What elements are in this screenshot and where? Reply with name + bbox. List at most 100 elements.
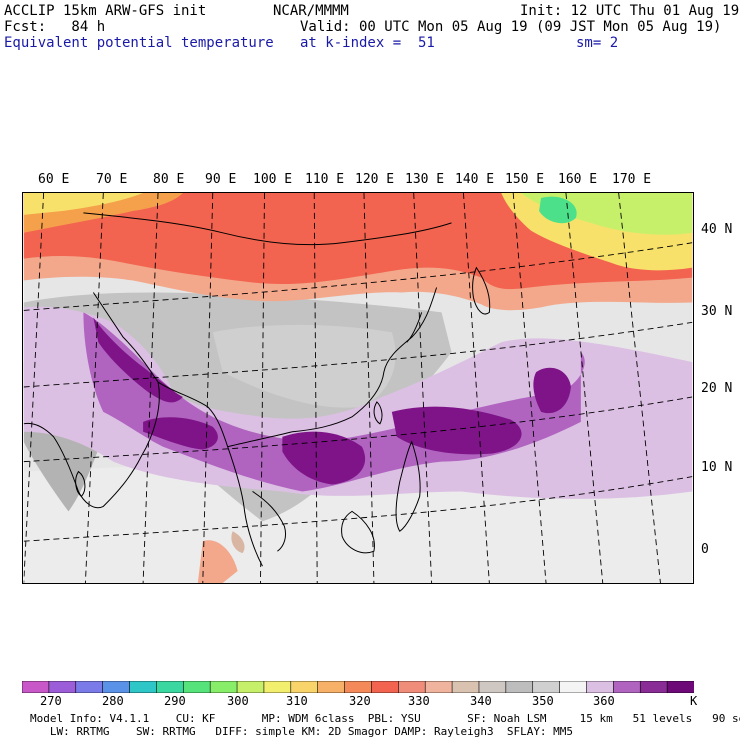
yellow-patch bbox=[23, 193, 144, 215]
lon-line bbox=[565, 193, 604, 583]
colorbar-segment bbox=[559, 681, 588, 693]
colorbar-segment bbox=[156, 681, 185, 693]
vietnam-coast bbox=[252, 491, 287, 552]
colorbar-segment bbox=[532, 681, 561, 693]
level-index: at k-index = 51 bbox=[300, 35, 435, 51]
lat-label: 0 bbox=[701, 542, 709, 557]
model-title: ACCLIP 15km ARW-GFS init bbox=[4, 3, 207, 19]
model-info-line2: LW: RRTMG SW: RRTMG DIFF: simple KM: 2D … bbox=[30, 725, 574, 738]
init-time: Init: 12 UTC Thu 01 Aug 19 bbox=[520, 3, 740, 19]
lon-line bbox=[23, 193, 45, 583]
lon-label: 100 E bbox=[253, 172, 293, 187]
lon-line bbox=[413, 193, 433, 583]
colorbar-segment bbox=[22, 681, 50, 693]
lon-line bbox=[363, 193, 375, 583]
lon-label: 80 E bbox=[153, 172, 185, 187]
forecast-hour: Fcst: 84 h bbox=[4, 19, 106, 35]
colorbar-segment bbox=[129, 681, 158, 693]
colorbar-segment bbox=[75, 681, 104, 693]
lat-line bbox=[23, 396, 693, 463]
lon-line bbox=[84, 193, 104, 583]
country-border-north bbox=[83, 212, 452, 246]
lon-label: 60 E bbox=[38, 172, 70, 187]
colorbar-segment bbox=[102, 681, 131, 693]
colorbar-label: 310 bbox=[286, 694, 308, 708]
colorbar-segment bbox=[48, 681, 77, 693]
colorbar-label: 270 bbox=[40, 694, 62, 708]
colorbar-segment bbox=[613, 681, 642, 693]
lon-label: 90 E bbox=[205, 172, 237, 187]
lat-line bbox=[23, 476, 693, 542]
lat-label: 10 N bbox=[701, 460, 733, 475]
colorbar-segment bbox=[263, 681, 292, 693]
lon-line bbox=[512, 193, 547, 583]
malay-patch bbox=[231, 531, 245, 554]
philippines bbox=[395, 440, 421, 532]
colorbar-label: 330 bbox=[408, 694, 430, 708]
lat-label: 30 N bbox=[701, 304, 733, 319]
colorbar-segment bbox=[236, 681, 265, 693]
coastlines bbox=[23, 212, 491, 567]
colorbar-label: 350 bbox=[532, 694, 554, 708]
colorbar-segment bbox=[398, 681, 427, 693]
china-coast bbox=[227, 287, 438, 448]
colorbar-segment bbox=[666, 681, 694, 693]
colorbar-segment bbox=[182, 681, 211, 693]
colorbar-segment bbox=[317, 681, 346, 693]
colorbar-segment bbox=[371, 681, 400, 693]
korea bbox=[406, 312, 423, 343]
lon-label: 150 E bbox=[505, 172, 545, 187]
purple-dark-wpac bbox=[391, 406, 522, 455]
colorbar-label: 300 bbox=[227, 694, 249, 708]
purple-dark-typhoon bbox=[533, 367, 571, 414]
lon-label: 120 E bbox=[355, 172, 395, 187]
colorbar-segment bbox=[209, 681, 238, 693]
lon-label: 140 E bbox=[455, 172, 495, 187]
colorbar-segment bbox=[424, 681, 453, 693]
borneo bbox=[341, 510, 375, 554]
lon-line bbox=[463, 193, 490, 583]
colorbar-segment bbox=[451, 681, 480, 693]
lon-line bbox=[202, 193, 214, 583]
lon-label: 130 E bbox=[405, 172, 445, 187]
lon-line bbox=[142, 193, 159, 583]
colorbar-segment bbox=[344, 681, 373, 693]
colorbar-label: 280 bbox=[102, 694, 124, 708]
valid-time: Valid: 00 UTC Mon 05 Aug 19 (09 JST Mon … bbox=[300, 19, 722, 35]
lat-label: 40 N bbox=[701, 222, 733, 237]
colorbar-label: 360 bbox=[593, 694, 615, 708]
lon-label: 70 E bbox=[96, 172, 128, 187]
model-info-line1: Model Info: V4.1.1 CU: KF MP: WDM 6class… bbox=[30, 712, 740, 725]
india-coast bbox=[23, 292, 160, 509]
colorbar-unit: K bbox=[690, 694, 698, 708]
japan bbox=[472, 266, 491, 315]
sumatra-patch bbox=[197, 540, 238, 583]
lon-label: 170 E bbox=[612, 172, 652, 187]
field-name: Equivalent potential temperature bbox=[4, 35, 274, 51]
colorbar-label: 340 bbox=[470, 694, 492, 708]
graticule bbox=[23, 193, 693, 583]
center-name: NCAR/MMMM bbox=[273, 3, 349, 19]
lon-line bbox=[618, 193, 661, 583]
colorbar-segment bbox=[586, 681, 615, 693]
lon-line bbox=[313, 193, 318, 583]
smoothing: sm= 2 bbox=[576, 35, 619, 51]
lat-label: 20 N bbox=[701, 381, 733, 396]
lon-label: 110 E bbox=[305, 172, 345, 187]
colorbar-segment bbox=[639, 681, 668, 693]
china-gray-field bbox=[212, 324, 396, 408]
colorbar-segment bbox=[505, 681, 534, 693]
colorbar-segment bbox=[290, 681, 319, 693]
lon-label: 160 E bbox=[558, 172, 598, 187]
sri-lanka bbox=[75, 470, 86, 498]
purple-dark-india bbox=[93, 317, 183, 403]
colorbar-label: 290 bbox=[164, 694, 186, 708]
colorbar-label: 320 bbox=[349, 694, 371, 708]
purple-dark-scs bbox=[282, 431, 366, 485]
taiwan bbox=[373, 401, 383, 425]
lon-line bbox=[260, 193, 265, 583]
theta-e-map bbox=[22, 192, 694, 584]
colorbar-segment bbox=[478, 681, 507, 693]
colorbar bbox=[22, 681, 694, 693]
purple-dark-bay bbox=[143, 417, 218, 450]
